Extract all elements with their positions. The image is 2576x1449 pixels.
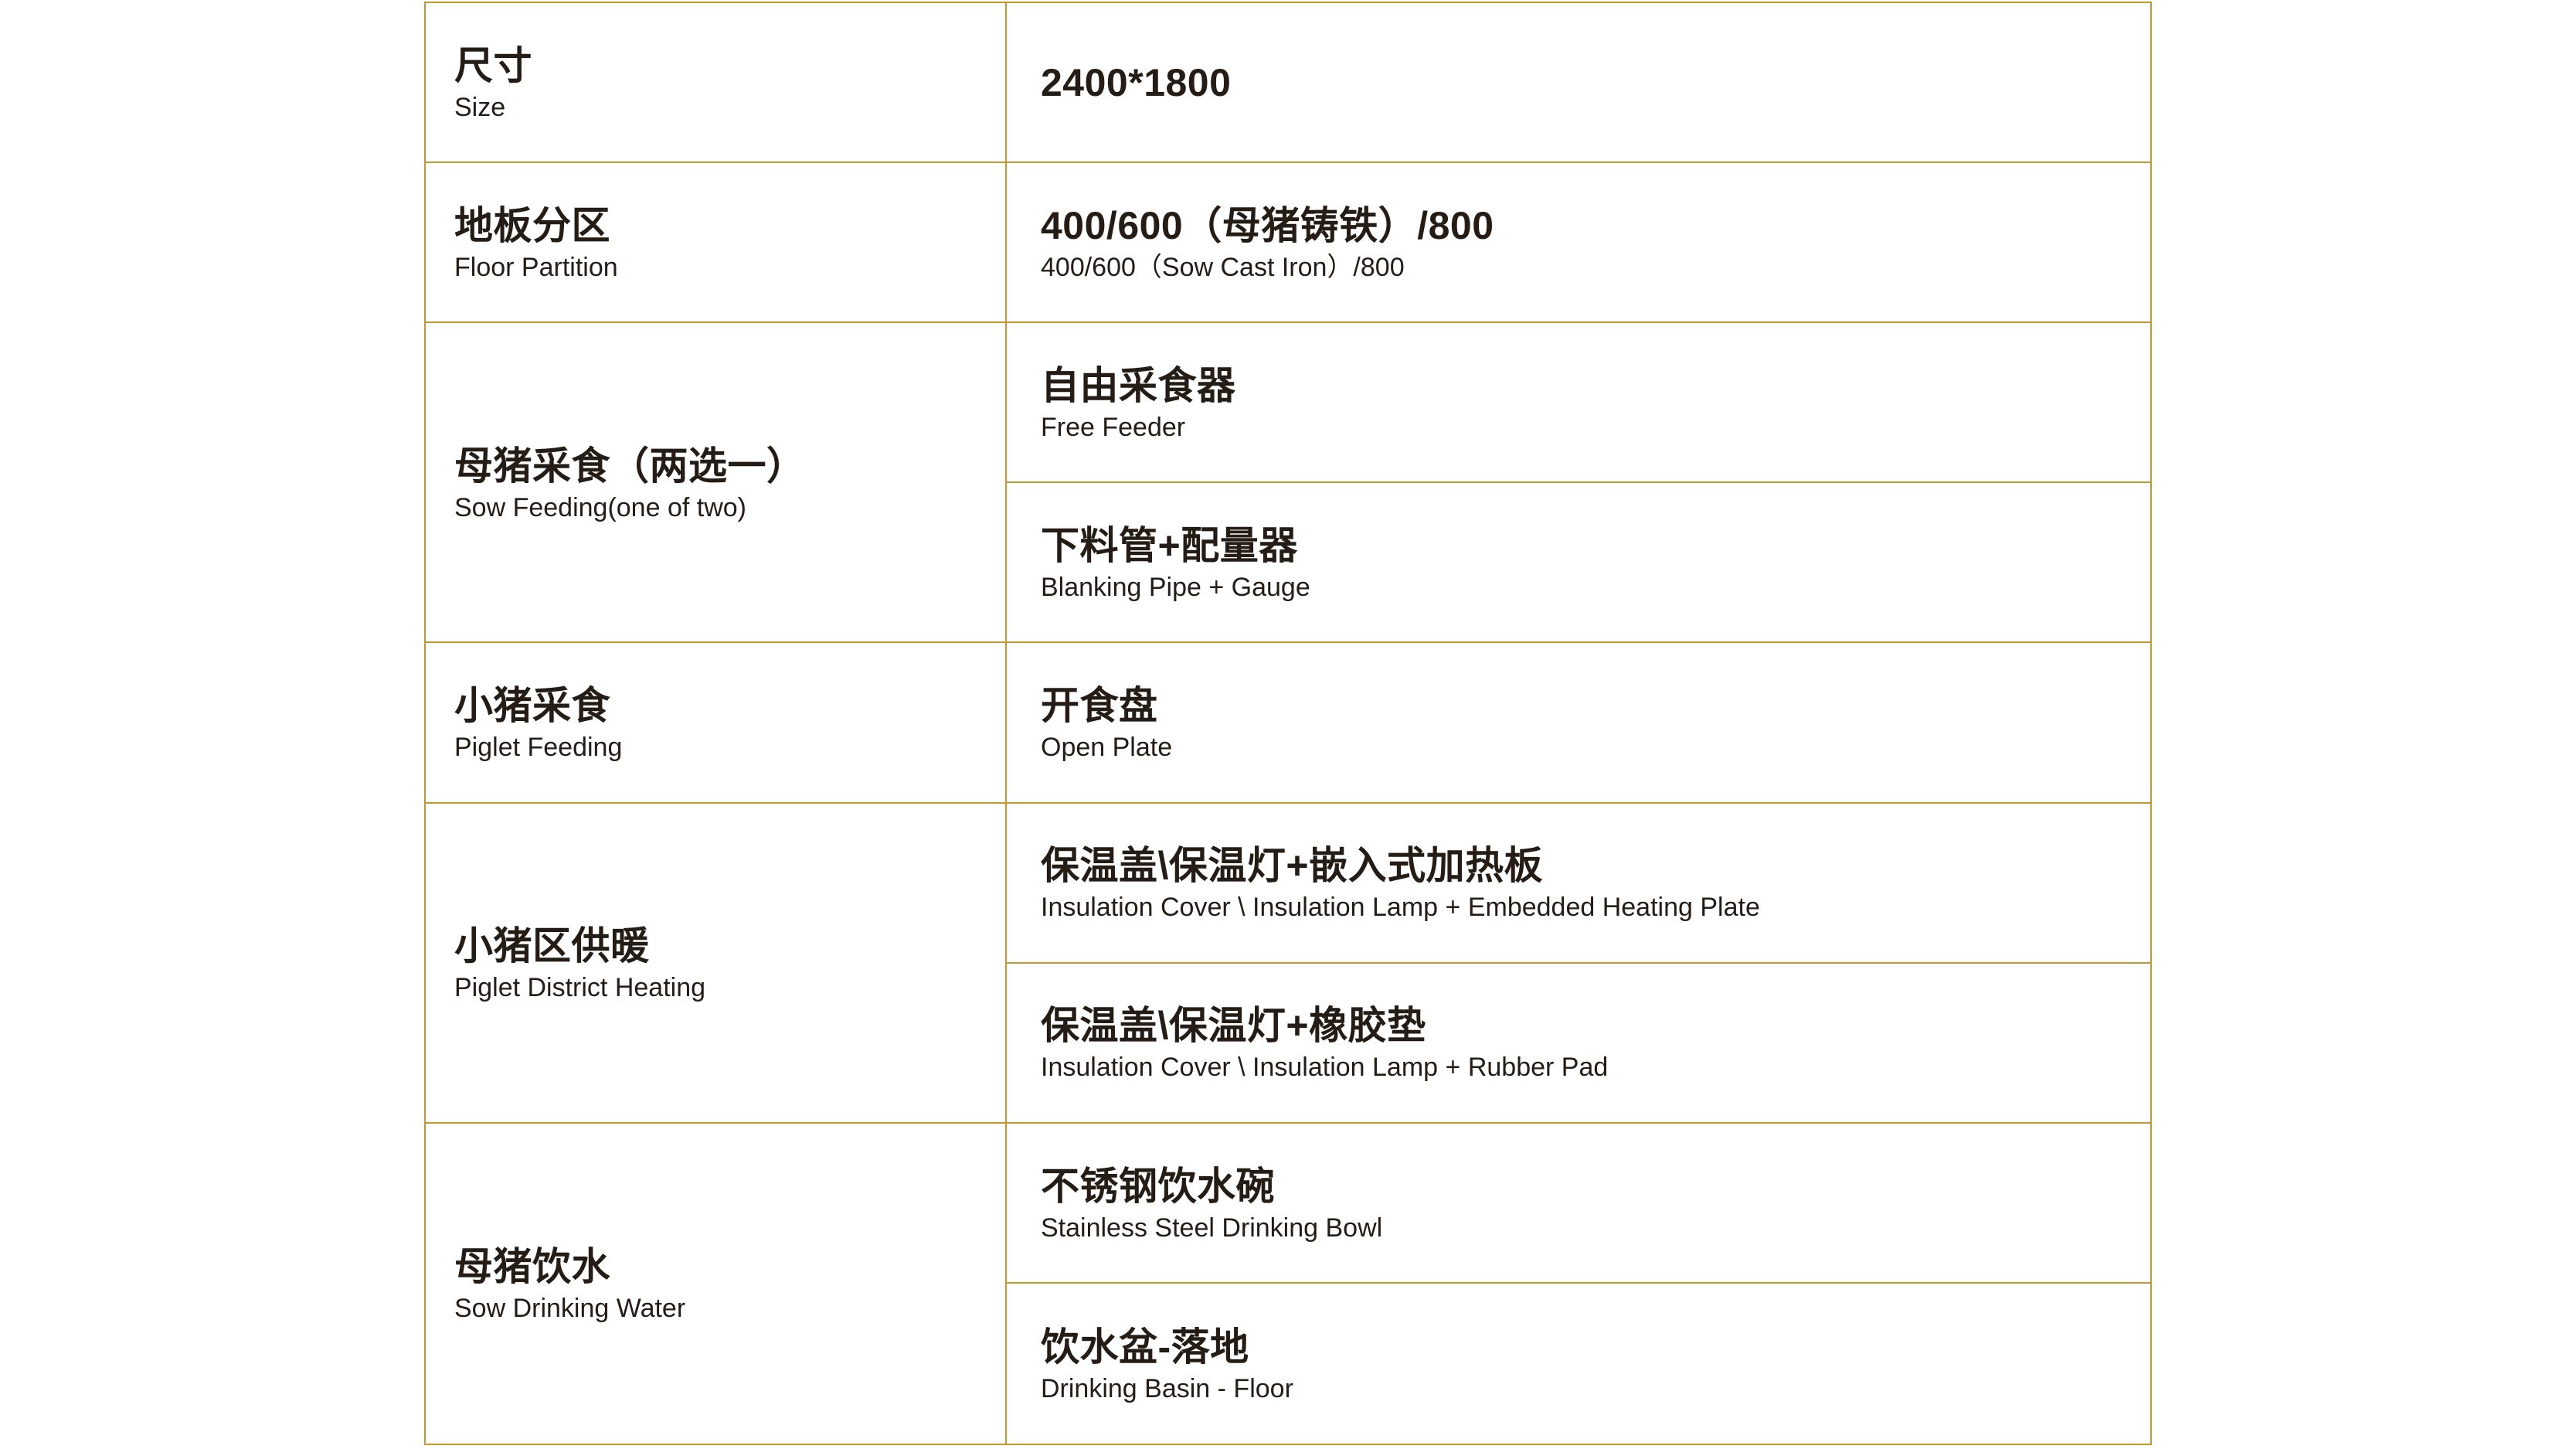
value-cell-open-plate: 开食盘 Open Plate bbox=[1005, 643, 2150, 804]
label-cell-piglet-district-heating: 小猪区供暖 Piglet District Heating bbox=[426, 804, 1005, 1124]
value-stainless-steel-bowl-en: Stainless Steel Drinking Bowl bbox=[1041, 1213, 1383, 1243]
value-free-feeder-en: Free Feeder bbox=[1041, 413, 1186, 443]
label-piglet-district-heating-en: Piglet District Heating bbox=[454, 972, 706, 1002]
value-cell-embedded-heating-plate: 保温盖\保温灯+嵌入式加热板 Insulation Cover \ Insula… bbox=[1005, 803, 2150, 964]
label-sow-drinking-water-en: Sow Drinking Water bbox=[454, 1294, 686, 1324]
value-drinking-basin-floor-zh: 饮水盆-落地 bbox=[1041, 1325, 1249, 1369]
value-cell-size: 2400*1800 bbox=[1005, 3, 2150, 164]
label-piglet-feeding-en: Piglet Feeding bbox=[454, 733, 623, 763]
value-cell-drinking-basin-floor: 饮水盆-落地 Drinking Basin - Floor bbox=[1005, 1283, 2150, 1444]
value-embedded-heating-plate-en: Insulation Cover \ Insulation Lamp + Emb… bbox=[1041, 893, 1760, 923]
value-size-zh: 2400*1800 bbox=[1041, 60, 1232, 104]
value-blanking-pipe-en: Blanking Pipe + Gauge bbox=[1041, 573, 1310, 603]
label-cell-sow-feeding: 母猪采食（两选一） Sow Feeding(one of two) bbox=[426, 323, 1005, 644]
value-blanking-pipe-zh: 下料管+配量器 bbox=[1041, 524, 1298, 568]
value-cell-blanking-pipe: 下料管+配量器 Blanking Pipe + Gauge bbox=[1005, 483, 2150, 644]
label-cell-size: 尺寸 Size bbox=[426, 3, 1005, 164]
label-cell-piglet-feeding: 小猪采食 Piglet Feeding bbox=[426, 643, 1005, 804]
value-rubber-pad-en: Insulation Cover \ Insulation Lamp + Rub… bbox=[1041, 1053, 1609, 1083]
value-floor-partition-zh: 400/600（母猪铸铁）/800 bbox=[1041, 203, 1494, 247]
label-sow-feeding-en: Sow Feeding(one of two) bbox=[454, 492, 746, 522]
value-cell-floor-partition: 400/600（母猪铸铁）/800 400/600（Sow Cast Iron）… bbox=[1005, 163, 2150, 324]
label-piglet-district-heating-zh: 小猪区供暖 bbox=[454, 923, 650, 968]
value-floor-partition-en: 400/600（Sow Cast Iron）/800 bbox=[1041, 252, 1405, 282]
label-piglet-feeding-zh: 小猪采食 bbox=[454, 684, 610, 728]
label-floor-partition-en: Floor Partition bbox=[454, 252, 618, 282]
label-size-en: Size bbox=[454, 92, 506, 122]
label-sow-feeding-zh: 母猪采食（两选一） bbox=[454, 444, 806, 488]
value-stainless-steel-bowl-zh: 不锈钢饮水碗 bbox=[1041, 1164, 1275, 1208]
value-open-plate-zh: 开食盘 bbox=[1041, 684, 1158, 728]
value-cell-stainless-steel-bowl: 不锈钢饮水碗 Stainless Steel Drinking Bowl bbox=[1005, 1123, 2150, 1284]
value-open-plate-en: Open Plate bbox=[1041, 733, 1173, 763]
label-cell-floor-partition: 地板分区 Floor Partition bbox=[426, 163, 1005, 324]
label-sow-drinking-water-zh: 母猪饮水 bbox=[454, 1245, 610, 1289]
value-rubber-pad-zh: 保温盖\保温灯+橡胶垫 bbox=[1041, 1004, 1426, 1048]
value-cell-rubber-pad: 保温盖\保温灯+橡胶垫 Insulation Cover \ Insulatio… bbox=[1005, 963, 2150, 1124]
label-size-zh: 尺寸 bbox=[454, 43, 532, 87]
value-embedded-heating-plate-zh: 保温盖\保温灯+嵌入式加热板 bbox=[1041, 844, 1544, 888]
value-drinking-basin-floor-en: Drinking Basin - Floor bbox=[1041, 1373, 1293, 1403]
value-cell-free-feeder: 自由采食器 Free Feeder bbox=[1005, 323, 2150, 484]
label-floor-partition-zh: 地板分区 bbox=[454, 203, 610, 247]
product-spec-table: 尺寸 Size 2400*1800 地板分区 Floor Partition 4… bbox=[424, 2, 2152, 1445]
label-cell-sow-drinking-water: 母猪饮水 Sow Drinking Water bbox=[426, 1124, 1005, 1444]
value-free-feeder-zh: 自由采食器 bbox=[1041, 364, 1236, 408]
